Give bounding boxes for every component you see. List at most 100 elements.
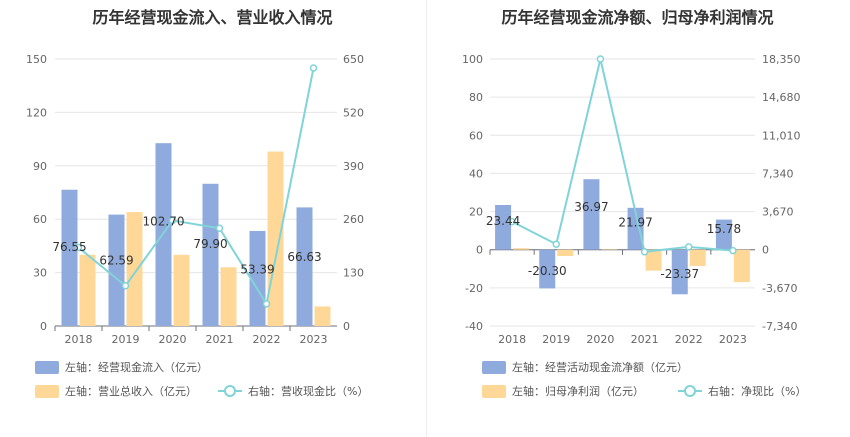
legend-label: 左轴：归母净利润（亿元） — [512, 384, 644, 398]
category-label: 2022 — [253, 333, 281, 346]
category-label: 2019 — [542, 333, 570, 346]
bar-secondary — [126, 212, 143, 326]
category-label: 2018 — [498, 333, 526, 346]
bar-secondary — [733, 249, 750, 283]
left-axis-tick-label: 0 — [40, 320, 47, 333]
ratio-point — [309, 64, 318, 72]
legend-label: 左轴：营业总收入（亿元） — [65, 384, 197, 398]
category-label: 2019 — [112, 333, 140, 346]
ratio-point — [508, 217, 516, 226]
right-axis-tick-label: 18,350 — [762, 53, 801, 66]
ratio-point — [685, 243, 693, 251]
right-axis-tick-label: 650 — [343, 53, 364, 66]
bar-secondary — [173, 254, 190, 326]
left-axis-tick-label: -40 — [465, 320, 483, 333]
data-label: 23.44 — [486, 214, 520, 228]
chart-panel-left: 历年经营现金流入、营业收入情况 0 30 60 90 120 150 0 130 260 390 5… — [26, 8, 368, 398]
right-axis-tick-label: 11,010 — [762, 129, 801, 142]
bar-primary — [108, 214, 125, 326]
data-label: -20.30 — [528, 264, 567, 278]
legend-swatch — [482, 385, 506, 398]
bar-primary — [61, 189, 78, 326]
data-label: 36.97 — [574, 200, 608, 214]
legend-swatch — [482, 361, 506, 374]
bar-primary — [202, 183, 219, 326]
category-label: 2021 — [206, 333, 234, 346]
right-axis-tick-label: 130 — [343, 267, 364, 280]
data-label: 79.90 — [193, 237, 227, 251]
ratio-point — [640, 248, 649, 256]
left-axis-tick-label: 120 — [26, 106, 47, 119]
bar-secondary — [267, 151, 284, 326]
panel-divider — [426, 0, 427, 437]
left-axis-tick-label: -20 — [465, 282, 483, 295]
bar-secondary — [513, 248, 530, 250]
ratio-point — [121, 281, 130, 290]
category-label: 2021 — [631, 333, 659, 346]
right-axis-tick-label: 7,340 — [762, 167, 794, 180]
bar-secondary — [220, 267, 237, 326]
right-axis-tick-label: -3,670 — [762, 282, 797, 295]
legend-label: 右轴：营收现金比（%） — [248, 384, 368, 398]
category-label: 2023 — [300, 333, 328, 346]
ratio-point — [262, 300, 271, 308]
right-axis-tick-label: 14,680 — [762, 91, 801, 104]
bar-primary — [296, 207, 313, 326]
bar-secondary — [557, 249, 574, 257]
data-label: 21.97 — [618, 216, 652, 230]
chart-right-svg: -40 -20 0 20 40 60 80 100 -7,340 -3,670 0 3,670 7,34… — [462, 53, 806, 398]
data-label: 76.55 — [52, 240, 86, 254]
legend-label: 右轴：净现比（%） — [708, 384, 806, 398]
legend-swatch — [35, 361, 59, 374]
right-axis-tick-label: -7,340 — [762, 320, 797, 333]
bar-secondary — [645, 249, 662, 271]
bar-primary — [539, 249, 556, 289]
legend-swatch-marker — [224, 385, 236, 397]
data-label: 102.70 — [143, 214, 185, 228]
bar-primary — [495, 205, 512, 250]
data-label: 53.39 — [240, 263, 274, 277]
bar-secondary — [601, 249, 618, 250]
bar-primary — [249, 230, 266, 326]
ratio-point — [729, 246, 737, 255]
legend-swatch — [35, 385, 59, 398]
right-axis-tick-label: 0 — [762, 244, 769, 257]
bar-primary — [671, 249, 688, 295]
left-axis-tick-label: 30 — [33, 267, 47, 280]
left-axis-tick-label: 150 — [26, 53, 47, 66]
left-axis-tick-label: 100 — [462, 53, 483, 66]
ratio-line — [511, 58, 734, 253]
ratio-point — [596, 55, 605, 63]
left-axis-tick-label: 80 — [469, 91, 483, 104]
category-label: 2022 — [675, 333, 703, 346]
legend-label: 左轴：经营现金流入（亿元） — [65, 360, 208, 374]
ratio-line — [77, 67, 315, 307]
data-label: -23.37 — [660, 267, 699, 281]
right-axis-tick-label: 0 — [343, 320, 350, 333]
ratio-point — [74, 243, 83, 252]
category-label: 2020 — [159, 333, 187, 346]
right-axis-tick-label: 390 — [343, 160, 364, 173]
chart-title-left: 历年经营现金流入、营业收入情况 — [92, 8, 333, 27]
category-label: 2023 — [719, 333, 747, 346]
left-axis-tick-label: 0 — [476, 244, 483, 257]
left-axis-tick-label: 60 — [469, 129, 483, 142]
left-axis-tick-label: 90 — [33, 160, 47, 173]
ratio-point — [215, 224, 224, 232]
bar-secondary — [689, 249, 706, 266]
chart-panel-right: 历年经营现金流净额、归母净利润情况 -40 -20 0 20 40 60 80 100 -7,3… — [425, 0, 850, 437]
bar-primary — [583, 179, 600, 250]
ratio-point — [168, 216, 177, 225]
ratio-point — [552, 240, 560, 248]
chart-title-right: 历年经营现金流净额、归母净利润情况 — [501, 8, 774, 27]
left-axis-tick-label: 60 — [33, 213, 47, 226]
right-axis-tick-label: 260 — [343, 213, 364, 226]
category-label: 2018 — [65, 333, 93, 346]
left-axis-tick-label: 40 — [469, 167, 483, 180]
legend-label: 左轴：经营活动现金流净额（亿元） — [512, 360, 688, 374]
legend-swatch-marker — [684, 385, 696, 397]
right-axis-tick-label: 520 — [343, 106, 364, 119]
data-label: 15.78 — [707, 222, 741, 236]
category-label: 2020 — [586, 333, 614, 346]
bar-primary — [715, 219, 732, 250]
